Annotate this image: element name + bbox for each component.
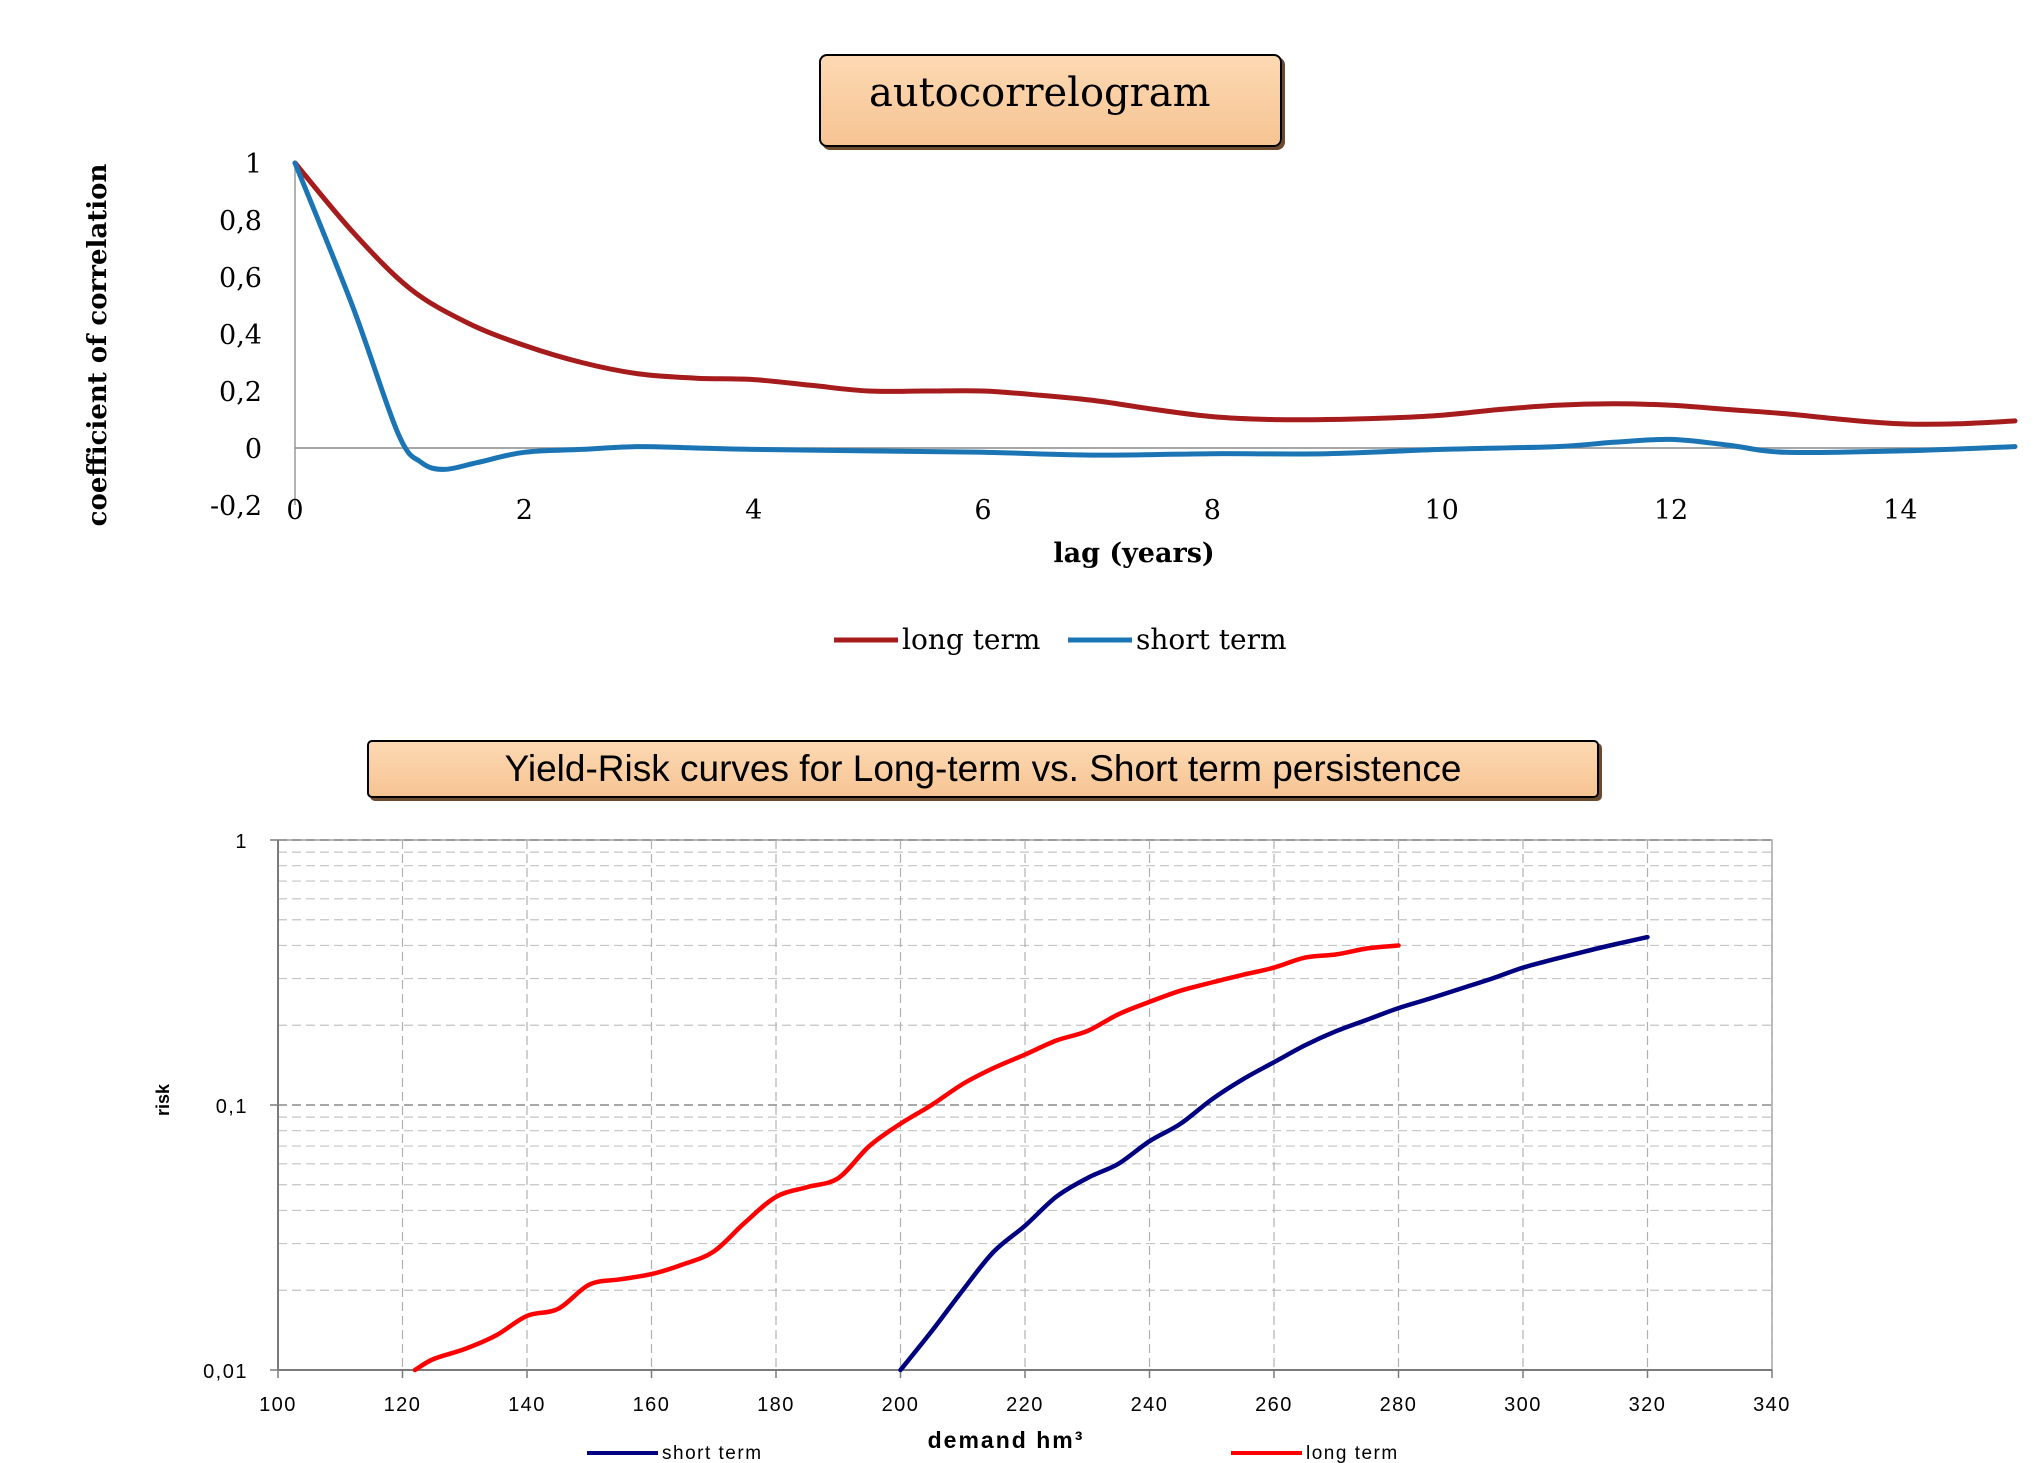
legend-label: short term <box>1136 623 1287 656</box>
x-tick-label: 300 <box>1504 1394 1542 1416</box>
x-axis-label: lag (years) <box>1053 538 1214 569</box>
x-tick-label: 140 <box>508 1394 546 1416</box>
legend-label: long term <box>902 623 1040 656</box>
x-tick-label: 180 <box>757 1394 795 1416</box>
x-tick-label: 8 <box>1204 495 1221 526</box>
autocorrelogram-title-box: autocorrelogram <box>819 54 1282 147</box>
x-tick-label: 120 <box>384 1394 422 1416</box>
y-tick-label: 0,2 <box>219 377 262 408</box>
x-tick-label: 100 <box>259 1394 297 1416</box>
y-axis-label: coefficient of correlation <box>83 164 113 527</box>
x-tick-label: 2 <box>516 495 533 526</box>
y-tick-label: 0,01 <box>203 1361 248 1383</box>
y-tick-label: 1 <box>235 831 248 853</box>
series-line-short-term <box>898 934 1650 1373</box>
x-tick-label: 340 <box>1753 1394 1791 1416</box>
x-tick-label: 4 <box>745 495 762 526</box>
series-line-short-term <box>292 160 2018 472</box>
y-axis-label: risk <box>153 1083 173 1116</box>
legend-label: short term <box>662 1443 763 1463</box>
x-tick-label: 12 <box>1654 495 1688 526</box>
x-tick-label: 260 <box>1255 1394 1293 1416</box>
x-tick-label: 280 <box>1380 1394 1418 1416</box>
legend-label: long term <box>1306 1443 1399 1463</box>
x-tick-label: 320 <box>1629 1394 1667 1416</box>
autocorrelogram-title: autocorrelogram <box>869 70 1211 116</box>
y-tick-label: 0,4 <box>219 320 262 351</box>
series-line-long-term <box>292 160 2018 427</box>
x-tick-label: 10 <box>1424 495 1458 526</box>
y-tick-label: 1 <box>245 149 262 180</box>
y-tick-label: 0,1 <box>216 1096 248 1118</box>
x-tick-label: 160 <box>633 1394 671 1416</box>
x-tick-label: 200 <box>882 1394 920 1416</box>
x-tick-label: 220 <box>1006 1394 1044 1416</box>
y-tick-label: -0,2 <box>210 491 262 522</box>
yield-risk-title: Yield-Risk curves for Long-term vs. Shor… <box>504 748 1462 789</box>
y-tick-label: 0,8 <box>219 206 262 237</box>
x-axis-label: demand hm³ <box>928 1427 1085 1453</box>
x-tick-label: 0 <box>286 495 303 526</box>
y-tick-label: 0,6 <box>219 263 262 294</box>
x-tick-label: 14 <box>1883 495 1917 526</box>
x-tick-label: 240 <box>1131 1394 1169 1416</box>
x-tick-label: 6 <box>974 495 991 526</box>
series-line-long-term <box>412 943 1401 1373</box>
yield-risk-title-box: Yield-Risk curves for Long-term vs. Shor… <box>367 740 1599 798</box>
y-tick-label: 0 <box>245 434 262 465</box>
